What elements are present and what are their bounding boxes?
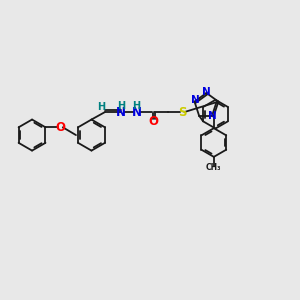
Text: H: H	[132, 101, 140, 111]
Text: O: O	[148, 115, 158, 128]
Text: H: H	[117, 101, 125, 111]
Text: H: H	[97, 102, 105, 112]
Text: N: N	[191, 95, 200, 105]
Text: N: N	[202, 87, 211, 97]
Text: N: N	[132, 106, 142, 118]
Text: N: N	[208, 111, 217, 121]
Text: S: S	[178, 106, 186, 118]
Text: N: N	[116, 106, 126, 118]
Text: O: O	[56, 121, 65, 134]
Text: CH₃: CH₃	[206, 164, 222, 172]
